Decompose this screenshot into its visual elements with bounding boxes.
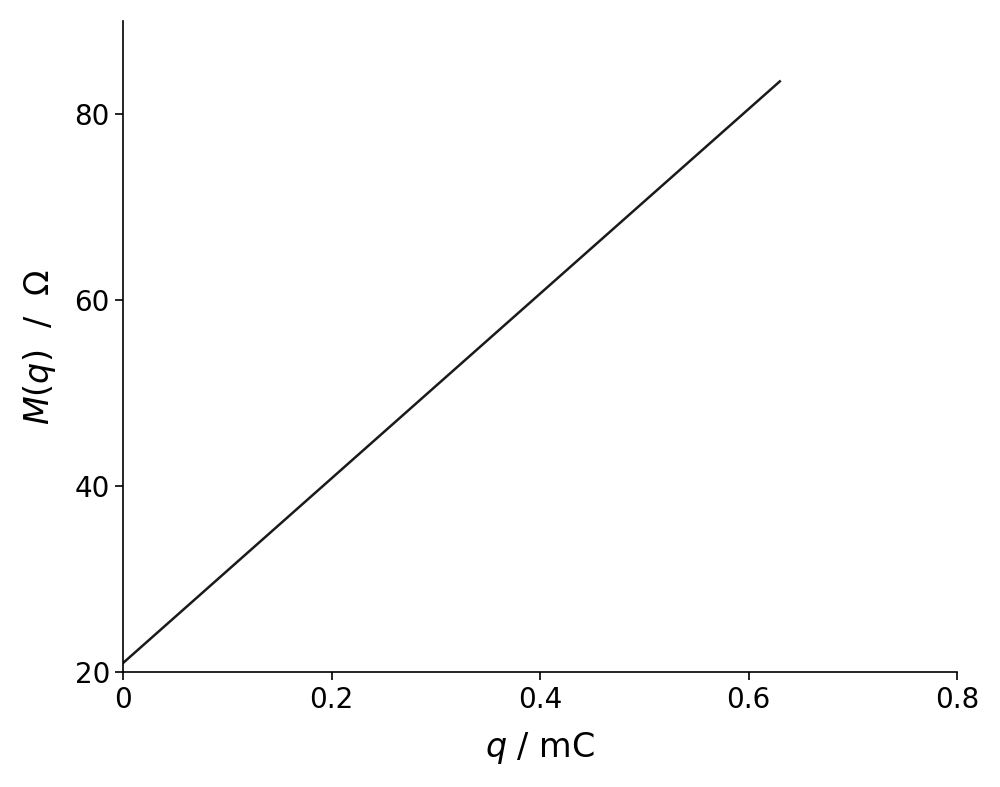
Y-axis label: $M(q)$  /  $\Omega$: $M(q)$ / $\Omega$ [21,268,58,424]
X-axis label: $q$ / mC: $q$ / mC [485,730,595,767]
